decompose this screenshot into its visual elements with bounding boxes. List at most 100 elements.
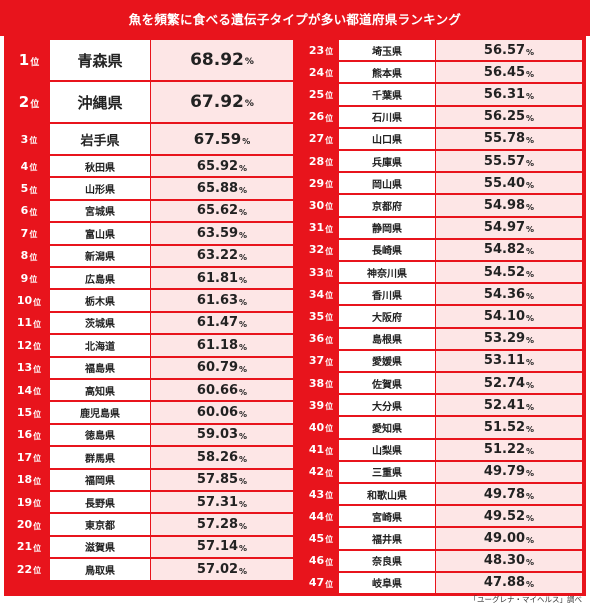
ranking-row: 45 位福井県 49.00%	[303, 528, 582, 549]
rank-label: 46 位	[303, 551, 339, 571]
rank-number: 17	[16, 450, 33, 464]
percent-unit: %	[239, 365, 248, 375]
percentage-cell: 52.74%	[436, 373, 582, 394]
rank-number: 30	[308, 198, 325, 212]
percentage-value: 51.22	[483, 442, 526, 458]
percentage-value: 54.10	[483, 308, 526, 324]
rank-suffix: 位	[325, 468, 334, 478]
ranking-row: 12 位北海道 61.18%	[8, 335, 293, 356]
percentage-value: 68.92	[190, 50, 244, 70]
percent-unit: %	[526, 47, 535, 57]
ranking-row: 9 位広島県 61.81%	[8, 268, 293, 289]
rank-label: 12 位	[8, 335, 50, 355]
rank-suffix: 位	[30, 58, 40, 68]
percent-unit: %	[239, 544, 248, 554]
ranking-row: 1 位青森県 68.92%	[8, 40, 293, 80]
percent-unit: %	[526, 291, 535, 301]
percentage-cell: 54.52%	[436, 262, 582, 283]
ranking-row: 30 位京都府 54.98%	[303, 195, 582, 216]
rank-label: 43 位	[303, 484, 339, 504]
rank-label: 39 位	[303, 395, 339, 415]
prefecture-name: 香川県	[339, 284, 435, 305]
rank-suffix: 位	[33, 387, 42, 397]
rank-suffix: 位	[325, 446, 334, 456]
rank-label: 15 位	[8, 402, 50, 422]
rank-number: 22	[16, 562, 33, 576]
percentage-cell: 61.18%	[151, 335, 293, 356]
rank-number: 29	[308, 176, 325, 190]
rank-number: 9	[20, 271, 29, 285]
ranking-row: 46 位奈良県 48.30%	[303, 550, 582, 571]
rank-number: 27	[308, 132, 325, 146]
rank-label: 26 位	[303, 107, 339, 127]
prefecture-name: 奈良県	[339, 550, 435, 571]
percent-unit: %	[526, 269, 535, 279]
rank-label: 14 位	[8, 380, 50, 400]
rank-suffix: 位	[325, 135, 334, 145]
prefecture-name: 山口県	[339, 128, 435, 149]
rank-label: 37 位	[303, 351, 339, 371]
page-title: 魚を頻繁に食べる遺伝子タイプが多い都道府県ランキング	[0, 0, 590, 36]
percentage-cell: 61.47%	[151, 312, 293, 334]
percent-unit: %	[244, 57, 254, 67]
rank-suffix: 位	[30, 100, 40, 110]
percentage-value: 67.59	[193, 130, 242, 148]
ranking-row: 20 位東京都 57.28%	[8, 514, 293, 535]
percentage-cell: 56.31%	[436, 84, 582, 105]
percentage-value: 58.26	[196, 449, 239, 465]
source-note: 「ユーグレナ・マイヘルス」調べ	[469, 595, 583, 604]
rank-number: 6	[20, 204, 29, 218]
rank-number: 36	[308, 332, 325, 346]
rank-label: 13 位	[8, 358, 50, 378]
rank-number: 13	[16, 361, 33, 375]
prefecture-name: 静岡県	[339, 217, 435, 238]
ranking-row: 40 位愛知県 51.52%	[303, 417, 582, 438]
rank-number: 47	[308, 576, 325, 590]
percentage-cell: 57.85%	[151, 469, 293, 490]
rank-label: 24 位	[303, 62, 339, 82]
rank-label: 30 位	[303, 195, 339, 215]
percentage-cell: 53.11%	[436, 350, 582, 371]
rank-label: 23 位	[303, 40, 339, 60]
percentage-value: 61.81	[196, 270, 239, 286]
percentage-value: 56.45	[483, 64, 526, 80]
rank-number: 10	[16, 294, 33, 308]
ranking-row: 13 位福島県 60.79%	[8, 357, 293, 378]
rank-suffix: 位	[33, 566, 42, 576]
prefecture-name: 大阪府	[339, 306, 435, 327]
rank-label: 31 位	[303, 218, 339, 238]
percent-unit: %	[239, 320, 248, 330]
percentage-value: 47.88	[483, 575, 526, 591]
prefecture-name: 岩手県	[50, 124, 150, 154]
ranking-row: 42 位三重県 49.79%	[303, 461, 582, 482]
rank-suffix: 位	[33, 431, 42, 441]
percentage-cell: 47.88%	[436, 572, 582, 593]
prefecture-name: 高知県	[50, 380, 150, 401]
percentage-cell: 56.25%	[436, 106, 582, 127]
prefecture-name: 栃木県	[50, 290, 150, 311]
prefecture-name: 群馬県	[50, 447, 150, 468]
percent-unit: %	[526, 91, 535, 101]
prefecture-name: 秋田県	[50, 156, 150, 177]
rank-suffix: 位	[325, 513, 334, 523]
ranking-row: 44 位宮崎県 49.52%	[303, 506, 582, 527]
ranking-row: 4 位秋田県 65.92%	[8, 156, 293, 177]
prefecture-name: 茨城県	[50, 312, 150, 334]
percent-unit: %	[239, 342, 248, 352]
percentage-value: 54.52	[483, 264, 526, 280]
prefecture-name: 宮城県	[50, 200, 150, 222]
prefecture-name: 和歌山県	[339, 484, 435, 505]
percent-unit: %	[526, 69, 535, 79]
rank-number: 44	[308, 509, 325, 523]
rank-number: 42	[308, 465, 325, 479]
ranking-row: 25 位千葉県 56.31%	[303, 84, 582, 105]
percentage-cell: 48.30%	[436, 550, 582, 571]
rank-number: 45	[308, 531, 325, 545]
prefecture-name: 長野県	[50, 492, 150, 513]
percentage-value: 61.18	[196, 337, 239, 353]
rank-suffix: 位	[325, 224, 334, 234]
percentage-cell: 55.78%	[436, 128, 582, 149]
ranking-row: 19 位長野県 57.31%	[8, 492, 293, 513]
rank-label: 22 位	[8, 559, 50, 579]
